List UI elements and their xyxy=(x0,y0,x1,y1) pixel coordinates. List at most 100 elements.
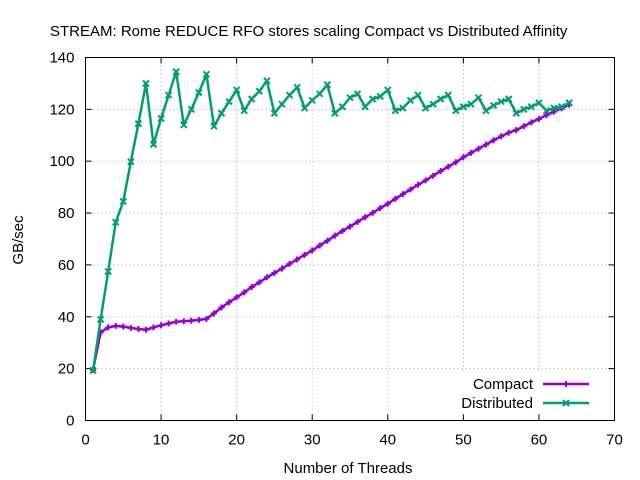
data-point-compact xyxy=(377,205,384,212)
data-point-compact xyxy=(324,237,331,244)
data-point-distributed xyxy=(504,95,513,103)
data-point-compact xyxy=(301,251,308,258)
data-point-distributed xyxy=(89,366,97,375)
data-point-distributed xyxy=(550,104,558,112)
data-point-compact xyxy=(226,299,233,306)
data-point-distributed xyxy=(164,91,173,99)
data-point-compact xyxy=(316,242,323,249)
data-point-compact xyxy=(309,247,316,254)
data-point-compact xyxy=(241,289,248,296)
y-tick-label: 0 xyxy=(66,413,74,430)
grid-layer xyxy=(85,57,615,421)
data-point-distributed xyxy=(520,105,528,114)
x-tick-label: 50 xyxy=(455,432,472,449)
data-point-compact xyxy=(392,195,399,202)
data-point-distributed xyxy=(278,100,286,108)
x-tick-label: 70 xyxy=(606,432,623,449)
data-point-distributed xyxy=(346,93,354,102)
data-point-distributed xyxy=(232,86,241,94)
y-tick-label: 100 xyxy=(49,153,74,170)
data-point-distributed xyxy=(316,90,324,98)
x-tick-label: 40 xyxy=(379,432,396,449)
data-point-distributed xyxy=(300,104,309,112)
plot-frame xyxy=(85,57,615,421)
data-point-distributed xyxy=(474,93,483,102)
series-line-compact xyxy=(91,103,570,371)
data-point-distributed xyxy=(376,92,384,101)
data-point-compact xyxy=(256,279,263,286)
data-point-distributed xyxy=(255,87,264,95)
data-point-compact xyxy=(407,186,414,193)
data-point-compact xyxy=(278,265,285,272)
x-tick-label: 0 xyxy=(81,432,89,449)
data-point-compact xyxy=(551,108,558,115)
data-point-distributed xyxy=(444,91,452,99)
data-point-distributed xyxy=(489,101,498,110)
x-tick-label: 60 xyxy=(531,432,548,449)
data-point-distributed xyxy=(421,104,430,112)
series-layer xyxy=(89,68,573,375)
data-point-compact xyxy=(135,325,142,332)
data-point-compact xyxy=(210,310,217,317)
y-tick-label: 120 xyxy=(49,101,74,118)
data-point-compact xyxy=(422,177,429,184)
chart-title: STREAM: Rome REDUCE RFO stores scaling C… xyxy=(50,23,568,40)
data-point-distributed xyxy=(225,97,233,106)
data-point-compact xyxy=(369,209,376,216)
data-point-distributed xyxy=(104,267,112,276)
data-point-compact xyxy=(150,324,157,331)
data-point-distributed xyxy=(149,140,158,149)
data-point-distributed xyxy=(263,77,271,85)
data-point-compact xyxy=(490,137,497,144)
data-point-compact xyxy=(505,129,512,136)
data-point-compact xyxy=(520,123,527,130)
data-point-compact xyxy=(294,256,301,263)
y-tick-label: 20 xyxy=(58,361,75,378)
data-point-compact xyxy=(384,200,391,207)
data-point-distributed xyxy=(127,158,135,166)
data-point-compact xyxy=(467,149,474,156)
data-point-distributed xyxy=(195,88,203,97)
y-axis-label: GB/sec xyxy=(10,215,27,265)
data-point-compact xyxy=(475,145,482,152)
data-point-compact xyxy=(430,172,437,179)
data-point-compact xyxy=(142,326,149,333)
data-point-compact xyxy=(286,260,293,267)
data-point-distributed xyxy=(512,109,520,117)
data-point-distributed xyxy=(338,103,347,111)
data-point-distributed xyxy=(368,95,377,103)
data-point-compact xyxy=(331,232,338,239)
data-point-compact xyxy=(165,320,172,327)
data-point-distributed xyxy=(331,109,339,117)
data-point-distributed xyxy=(240,106,248,115)
data-point-compact xyxy=(354,218,361,225)
data-point-distributed xyxy=(308,96,316,104)
data-point-distributed xyxy=(406,96,415,104)
data-point-compact xyxy=(233,294,240,301)
data-point-compact xyxy=(437,168,444,175)
data-point-compact xyxy=(120,323,127,330)
data-point-distributed xyxy=(293,83,301,92)
data-point-compact xyxy=(248,283,255,290)
data-point-compact xyxy=(362,214,369,221)
y-tick-label: 140 xyxy=(49,50,74,67)
data-point-distributed xyxy=(399,104,407,112)
data-point-compact xyxy=(347,223,353,230)
data-point-compact xyxy=(498,133,505,140)
data-point-compact xyxy=(158,322,165,329)
data-point-compact xyxy=(180,318,187,325)
data-point-distributed xyxy=(180,121,188,129)
data-point-compact xyxy=(173,318,180,325)
data-point-distributed xyxy=(323,81,332,89)
data-point-compact xyxy=(195,316,202,323)
x-axis-label: Number of Threads xyxy=(284,460,413,477)
data-point-distributed xyxy=(452,106,460,115)
data-point-distributed xyxy=(542,106,551,115)
data-point-distributed xyxy=(482,106,490,115)
data-point-compact xyxy=(105,324,112,331)
data-point-compact xyxy=(528,119,535,126)
data-point-compact xyxy=(535,115,542,122)
data-point-distributed xyxy=(467,100,475,108)
legend-label-compact: Compact xyxy=(473,376,534,393)
